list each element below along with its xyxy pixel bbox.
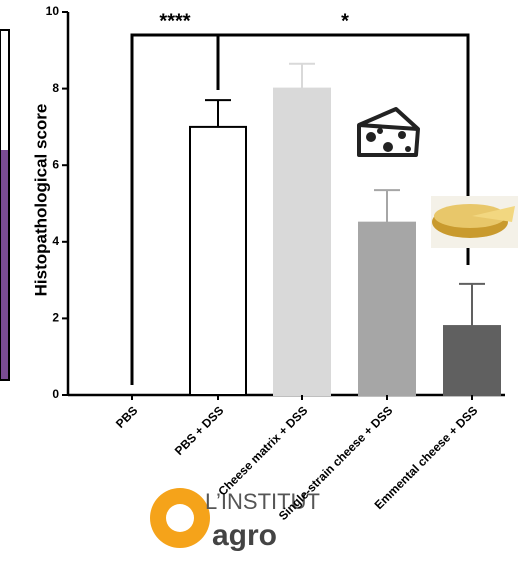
significance-label: **** <box>159 10 190 32</box>
y-axis-label: Histopathological score <box>31 104 50 297</box>
bar <box>443 325 501 396</box>
bar <box>358 221 416 396</box>
cheese-icon <box>357 107 420 157</box>
x-tick-label: PBS <box>113 403 140 430</box>
image-frame-edge <box>0 29 10 381</box>
y-tick-label: 8 <box>52 81 59 95</box>
logo-text: agro <box>212 519 277 552</box>
y-tick-label: 4 <box>52 234 59 248</box>
significance-label: * <box>341 10 349 32</box>
bar <box>189 125 247 397</box>
significance-bracket <box>130 33 470 385</box>
y-tick-label: 0 <box>52 387 59 401</box>
y-tick-label: 6 <box>52 157 59 171</box>
logo: L’INSTITUT agro <box>150 488 320 552</box>
y-tick-label: 10 <box>46 4 60 18</box>
histology-image-edge <box>0 150 9 380</box>
emmental-photo <box>431 196 518 248</box>
y-tick-label: 2 <box>52 311 59 325</box>
x-tick-label: Cheese matrix + DSS <box>215 403 310 498</box>
logo-text: L’INSTITUT <box>205 489 320 514</box>
x-tick-label: PBS + DSS <box>172 403 226 457</box>
bar <box>273 87 331 396</box>
